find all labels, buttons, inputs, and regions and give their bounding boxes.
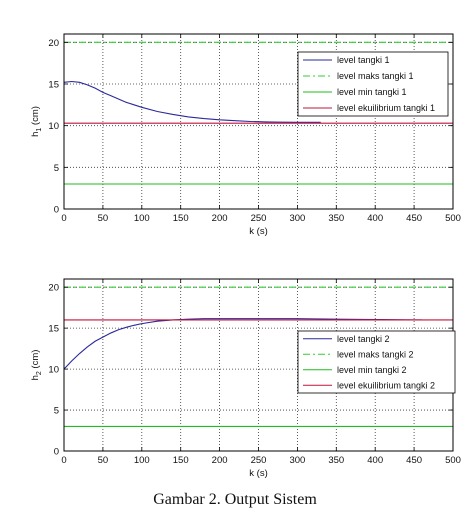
y-axis-label: h1 (cm): [30, 106, 43, 137]
x-tick-label: 300: [289, 455, 305, 466]
x-tick-label: 500: [445, 213, 461, 224]
y-tick-label: 5: [54, 163, 59, 174]
x-tick-label: 200: [212, 213, 228, 224]
figure: 0 50 100 150 200 250 300 350 400 450 50005101520k …: [30, 33, 461, 479]
y-tick-label: 20: [48, 283, 59, 294]
x-tick-label: 450: [406, 455, 422, 466]
y-tick-label: 10: [48, 121, 59, 132]
legend-label: level ekuilibrium tangki 2: [337, 380, 435, 390]
legend-label: level min tangki 2: [337, 365, 407, 375]
y-tick-label: 10: [48, 365, 59, 376]
legend-label: level min tangki 1: [337, 87, 407, 97]
chart-2: 0 50 100 150 200 250 300 350 400 450 500 0 5 10 15 20 k …: [30, 278, 461, 479]
legend-box: [297, 51, 449, 117]
x-tick-label: 250: [251, 213, 267, 224]
x-tick-label: 400: [367, 213, 383, 224]
x-tick-label: 100: [134, 213, 150, 224]
x-tick-label: 100: [134, 455, 150, 466]
chart-1: 0 50 100 150 200 250 300 350 400 450 500 0 5 10 15 20 k …: [30, 33, 461, 237]
series-line-level: [63, 318, 422, 370]
x-tick-label: 350: [328, 455, 344, 466]
legend-label: level maks tangki 2: [337, 349, 414, 359]
legend: level tangki 1 level maks tangki 1 level m…: [297, 51, 449, 117]
y-tick-label: 5: [54, 406, 59, 417]
x-tick-label: 500: [445, 455, 461, 466]
series-line-level: [63, 80, 321, 123]
x-tick-label: 350: [328, 213, 344, 224]
x-tick-label: 450: [406, 213, 422, 224]
x-axis-label: k (s): [249, 468, 267, 479]
legend-label: level tangki 2: [337, 334, 390, 344]
y-tick-label: 0: [54, 205, 59, 216]
legend-label: level ekuilibrium tangki 1: [337, 103, 435, 113]
x-tick-label: 150: [173, 213, 189, 224]
x-tick-label: 150: [173, 455, 189, 466]
x-tick-label: 0: [61, 455, 66, 466]
x-tick-label: 50: [98, 455, 109, 466]
legend-box: [297, 330, 456, 394]
x-axis-label: k (s): [249, 226, 267, 237]
y-tick-label: 0: [54, 447, 59, 458]
y-tick-label: 15: [48, 80, 59, 91]
x-tick-label: 50: [98, 213, 109, 224]
x-tick-label: 250: [251, 455, 267, 466]
x-tick-label: 300: [289, 213, 305, 224]
figure-caption: Gambar 2. Output Sistem: [153, 491, 317, 508]
legend-label: level tangki 1: [337, 55, 390, 65]
x-tick-label: 0: [61, 213, 66, 224]
y-axis-label: h2 (cm): [30, 350, 43, 381]
legend-label: level maks tangki 1: [337, 71, 414, 81]
y-tick-label: 20: [48, 38, 59, 49]
x-tick-label: 200: [212, 455, 228, 466]
y-tick-label: 15: [48, 324, 59, 335]
x-tick-label: 400: [367, 455, 383, 466]
legend: level tangki 2 level maks tangki 2 level m…: [297, 330, 456, 394]
